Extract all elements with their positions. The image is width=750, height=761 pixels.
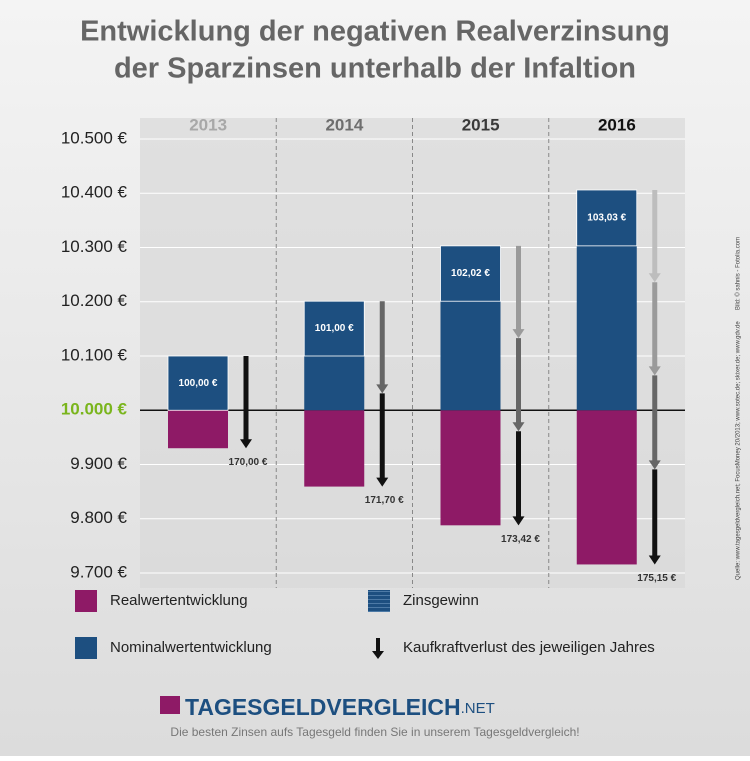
chart-title: der Sparzinsen unterhalb der Infaltion [114,53,636,85]
credit: Bild: © sahnis - Fotolia.com [735,237,742,310]
legend-label: Zinsgewinn [403,592,479,609]
chart-title: Entwicklung der negativen Realverzinsung [80,16,670,48]
y-tick-label: 9.700 € [70,562,127,581]
bar [440,410,501,526]
y-tick-label: 10.100 € [61,345,128,364]
y-tick-label: 10.300 € [61,237,128,256]
arrow [648,282,661,376]
arrow [376,393,389,487]
y-tick-label: 10.400 € [61,183,128,202]
bar-segment [167,355,229,411]
legend-label: Kaufkraftverlust des jeweiligen Jahres [403,639,655,656]
bar [168,410,228,449]
logo-suffix: .NET [461,700,495,717]
arrow [376,301,389,394]
bar-segment [576,189,638,247]
bar-segment [440,245,501,302]
arrow [648,375,661,470]
value-label: 103,03 € [587,213,626,224]
y-tick-label: 10.500 € [61,128,128,147]
logo-icon [160,696,180,714]
y-tick-label: 9.800 € [70,508,127,527]
source: Quelle: www.tagesgeldvergleich.net; Focu… [736,321,742,580]
legend-symbol [372,638,384,659]
tagline: Die besten Zinsen aufs Tagesgeld finden … [170,725,579,739]
logo: TAGESGELDVERGLEICH.NET [185,694,495,720]
arrow [512,431,525,526]
legend-symbol [75,637,97,659]
logo-text: TAGESGELDVERGLEICH [185,694,461,720]
legend-symbol [368,590,390,612]
value-label: 102,02 € [451,268,490,279]
legend-symbol [75,590,97,612]
arrow [240,356,252,449]
arrow [648,189,661,283]
value-label: 175,15 € [637,573,676,584]
x-tick-label: 2015 [462,115,500,134]
bar [304,410,365,487]
x-tick-label: 2013 [189,115,227,134]
bar [576,410,637,565]
value-label: 100,00 € [179,378,218,389]
arrow [512,245,525,339]
value-label: 173,42 € [501,534,540,545]
arrow [648,469,661,565]
legend-label: Realwertentwicklung [110,592,248,609]
value-label: 171,70 € [365,495,404,506]
x-tick-label: 2016 [598,115,636,134]
bar-segment [303,300,365,357]
value-label: 101,00 € [315,323,354,334]
y-tick-label: 10.000 € [61,400,128,419]
legend-label: Nominalwertentwicklung [110,639,272,656]
value-label: 170,00 € [229,457,268,468]
y-tick-label: 10.200 € [61,291,128,310]
y-tick-label: 9.900 € [70,454,127,473]
x-tick-label: 2014 [325,115,363,134]
arrow [512,338,525,432]
